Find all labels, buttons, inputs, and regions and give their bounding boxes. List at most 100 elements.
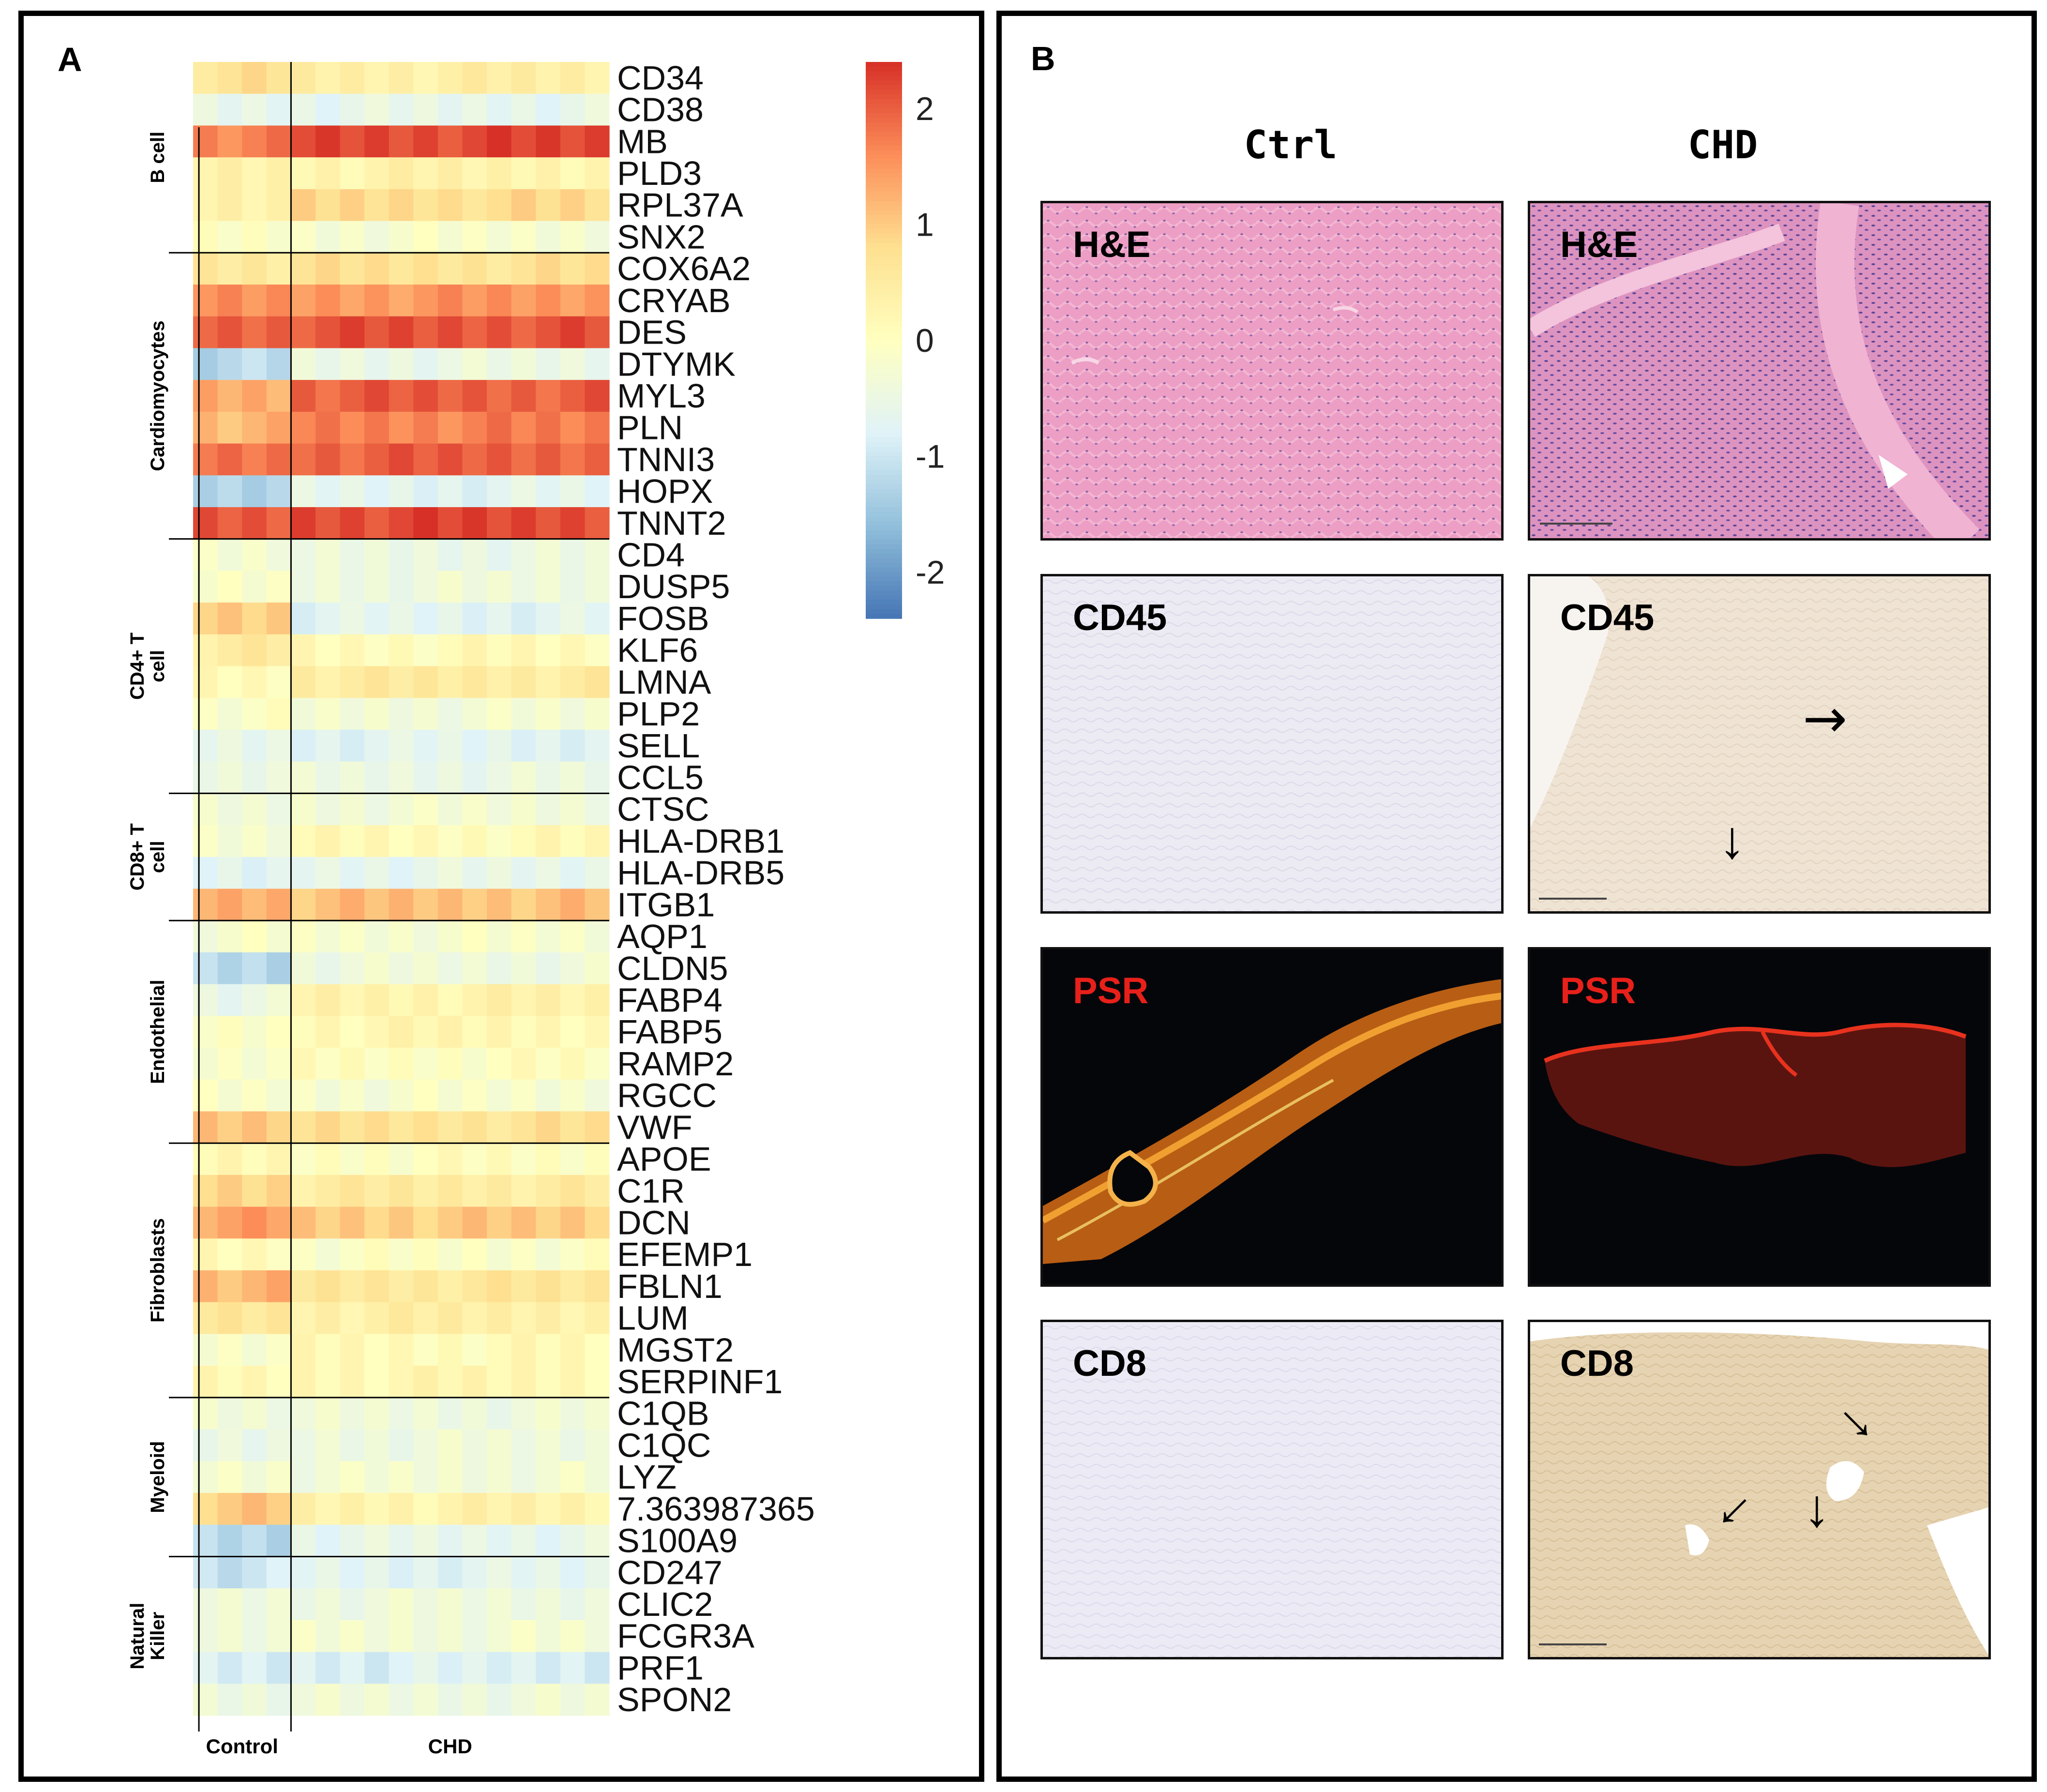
heatmap-cell [364,634,390,667]
heatmap-cell [340,1524,365,1557]
heatmap-cell [487,221,512,253]
heatmap-cell [389,62,414,94]
heatmap-cell [193,634,218,667]
heatmap-cell [560,539,586,571]
colorbar-segment [866,298,902,304]
heatmap-cell [291,380,316,412]
heatmap-cell [193,602,218,635]
colorbar-segment [866,526,902,531]
heatmap-cell [291,1461,316,1493]
gene-label: RGCC [617,1077,717,1114]
heatmap-cell [217,1206,242,1239]
colorbar-segment [866,423,902,429]
heatmap-cell [217,1238,242,1271]
heatmap-cell [389,984,414,1016]
heatmap-cell [511,1397,536,1430]
heatmap-cell [413,602,438,635]
heatmap-cell [413,793,438,826]
heatmap-cell [291,1143,316,1175]
heatmap-cell [437,857,463,889]
heatmap-cell [193,1016,218,1048]
heatmap-cell [193,380,218,412]
colorbar-segment [866,516,902,522]
heatmap-cell [487,1016,512,1048]
heatmap-cell [560,93,586,126]
gene-label: C1R [617,1172,685,1210]
heatmap-cell [364,1079,390,1112]
heatmap-cell [193,984,218,1016]
colorbar-segment [866,210,902,216]
heatmap-cell [217,1079,242,1112]
heatmap-cell [511,1048,536,1080]
heatmap-cell [193,698,218,730]
heatmap-cell [242,93,267,126]
heatmap-cell [389,1016,414,1048]
heatmap-cell [585,634,610,667]
gene-label: CTSC [617,790,709,828]
colorbar-segment [866,447,902,452]
panel-a: A CD34 CD38 MB PLD3 RPL37A SNX2 COX6A2 CRYAB DES… [18,11,984,1782]
heatmap-cell [389,380,414,412]
heatmap-cell [560,411,586,444]
colorbar-segment [866,108,902,114]
group-label: cell [147,841,168,873]
heatmap-cell [291,1397,316,1430]
heatmap-cell [389,284,414,317]
he-chd-texture [1530,203,1988,538]
heatmap-cell [462,253,487,285]
colorbar-segment [866,507,902,512]
heatmap-cell [217,571,242,603]
heatmap-cell [437,221,463,253]
heatmap-cell [217,284,242,317]
heatmap-cell [242,380,267,412]
heatmap-cell [340,952,365,985]
heatmap-cell [389,157,414,190]
heatmap-cell [389,1461,414,1493]
heatmap-cell [536,125,561,158]
heatmap-cell [193,1302,218,1335]
colorbar-segment [866,219,902,225]
heatmap-cell [315,1620,341,1653]
heatmap-cell [315,348,341,380]
colorbar-segment [866,567,902,572]
gene-label: DES [617,314,687,351]
he-ctrl-image: H&E [1040,201,1504,541]
heatmap-cell [511,888,536,921]
heatmap-cell [437,1143,463,1175]
heatmap-cell [560,634,586,667]
stain-label-he-chd: H&E [1560,224,1638,265]
heatmap-cell [389,1206,414,1239]
heatmap-cell [389,729,414,762]
heatmap-cell [536,1302,561,1335]
heatmap-cell [315,380,341,412]
heatmap-cell [487,571,512,603]
stain-label-cd45-chd: CD45 [1560,597,1655,638]
heatmap-cell [511,1366,536,1398]
heatmap-cell [536,284,561,317]
heatmap-cell [364,443,390,476]
heatmap-cell [193,1524,218,1557]
heatmap-cell [364,189,390,222]
colorbar-segment [866,461,902,466]
heatmap-cell [437,189,463,222]
heatmap-cell [462,888,487,921]
heatmap-cell [193,93,218,126]
gene-label: PRF1 [617,1649,704,1687]
heatmap-cell [266,1366,291,1398]
heatmap-cell [389,1620,414,1653]
heatmap-cell [536,952,561,985]
heatmap-cell [487,93,512,126]
heatmap-cell [585,1620,610,1653]
gene-label: SERPINF1 [617,1363,783,1400]
heatmap-cell [536,1270,561,1303]
gene-label: LYZ [617,1458,677,1496]
heatmap-cell [437,62,463,94]
heatmap-cell [511,1524,536,1557]
heatmap-cell [193,221,218,253]
heatmap-cell [487,920,512,953]
colorbar-segment [866,396,902,401]
heatmap-cell [487,1652,512,1684]
heatmap-cell [266,1016,291,1048]
heatmap-cell [462,189,487,222]
heatmap-cell [487,1143,512,1175]
